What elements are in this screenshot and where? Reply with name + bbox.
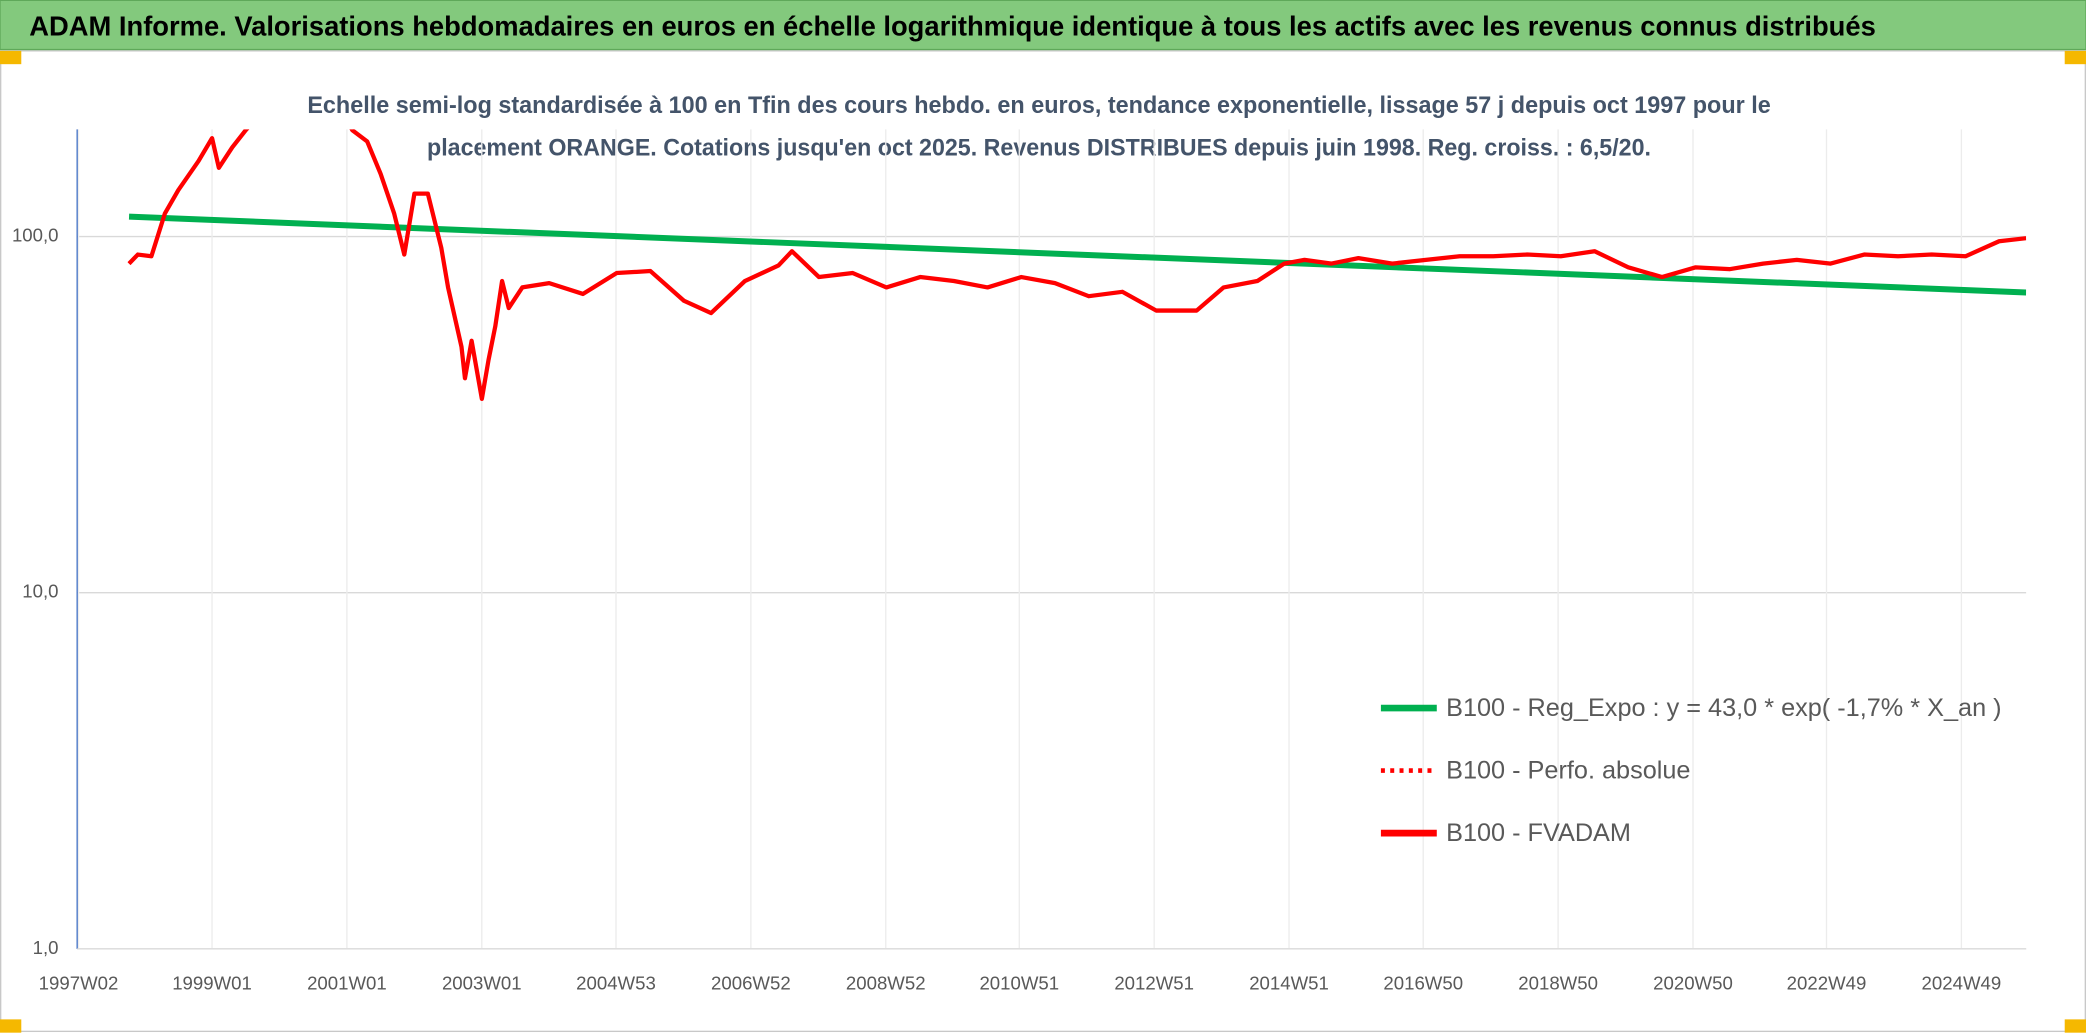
chart-subtitle: placement ORANGE. Cotations jusqu'en oct… <box>427 135 1651 162</box>
x-tick-label: 2006W52 <box>711 973 791 994</box>
legend-label: B100 - Reg_Expo : y = 43,0 * exp( -1,7% … <box>1446 694 2001 722</box>
plot-area <box>127 129 2027 402</box>
x-tick-label: 2022W49 <box>1787 973 1867 994</box>
corner-mark <box>2064 50 2086 65</box>
x-tick-label: 2014W51 <box>1249 973 1329 994</box>
header-bar <box>0 0 2086 51</box>
x-tick-label: 2024W49 <box>1922 973 2002 994</box>
y-tick-label: 1,0 <box>33 937 59 958</box>
series-line <box>127 129 2027 402</box>
legend-label: B100 - Perfo. absolue <box>1446 757 1690 785</box>
corner-mark <box>0 50 22 65</box>
x-tick-label: 2008W52 <box>846 973 926 994</box>
x-tick-label: 2004W53 <box>576 973 656 994</box>
x-tick-label: 1999W01 <box>172 973 252 994</box>
corner-mark <box>2064 1019 2086 1033</box>
y-tick-label: 100,0 <box>12 224 59 245</box>
chart-subtitle: Echelle semi-log standardisée à 100 en T… <box>307 92 1770 119</box>
x-tick-label: 2016W50 <box>1383 973 1463 994</box>
x-tick-label: 2020W50 <box>1653 973 1733 994</box>
x-tick-label: 2018W50 <box>1518 973 1598 994</box>
x-tick-label: 2003W01 <box>442 973 522 994</box>
frame <box>0 50 2086 1033</box>
x-tick-label: 2012W51 <box>1114 973 1194 994</box>
x-tick-label: 2010W51 <box>979 973 1059 994</box>
chart-title: ADAM Informe. Valorisations hebdomadaire… <box>29 11 1876 42</box>
y-tick-label: 10,0 <box>22 581 58 602</box>
x-tick-label: 1997W02 <box>39 973 119 994</box>
x-tick-label: 2001W01 <box>307 973 387 994</box>
series-line <box>128 213 2027 296</box>
legend-label: B100 - FVADAM <box>1446 819 1631 847</box>
corner-mark <box>0 1019 22 1033</box>
